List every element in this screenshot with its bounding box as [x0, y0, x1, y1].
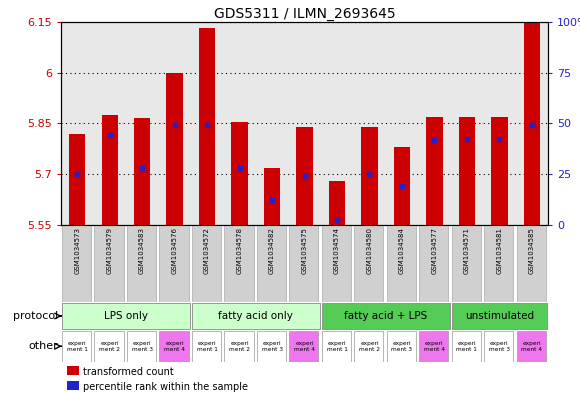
- Text: experi
ment 4: experi ment 4: [521, 341, 542, 352]
- Text: experi
ment 4: experi ment 4: [164, 341, 185, 352]
- Text: protocol: protocol: [13, 311, 58, 321]
- Text: GSM1034585: GSM1034585: [529, 228, 535, 274]
- Text: other: other: [28, 341, 58, 351]
- Text: GSM1034576: GSM1034576: [172, 228, 177, 274]
- Bar: [127, 225, 156, 302]
- Bar: [524, 22, 540, 225]
- Bar: [289, 331, 318, 362]
- Text: GSM1034579: GSM1034579: [107, 228, 113, 274]
- Text: GSM1034583: GSM1034583: [139, 228, 145, 274]
- Text: experi
ment 3: experi ment 3: [262, 341, 282, 352]
- Bar: [62, 331, 91, 362]
- Bar: [160, 331, 188, 362]
- Text: transformed count: transformed count: [83, 367, 173, 376]
- Text: experi
ment 4: experi ment 4: [424, 341, 445, 352]
- Bar: [517, 225, 546, 302]
- Bar: [160, 225, 188, 302]
- Text: experi
ment 3: experi ment 3: [392, 341, 412, 352]
- Bar: [192, 225, 221, 302]
- Bar: [134, 118, 150, 225]
- Bar: [199, 28, 215, 225]
- Bar: [296, 127, 313, 225]
- Text: GSM1034580: GSM1034580: [367, 228, 372, 274]
- Text: GSM1034574: GSM1034574: [334, 228, 340, 274]
- Bar: [387, 225, 416, 302]
- Bar: [166, 72, 183, 225]
- Bar: [354, 331, 383, 362]
- Bar: [394, 147, 410, 225]
- Bar: [95, 225, 124, 302]
- Bar: [354, 225, 383, 302]
- Bar: [491, 117, 508, 225]
- Text: fatty acid + LPS: fatty acid + LPS: [344, 311, 427, 321]
- Bar: [322, 303, 450, 329]
- Text: experi
ment 2: experi ment 2: [229, 341, 250, 352]
- Bar: [62, 225, 91, 302]
- Bar: [69, 134, 85, 225]
- Bar: [452, 225, 481, 302]
- Bar: [289, 225, 318, 302]
- Bar: [264, 167, 280, 225]
- Text: fatty acid only: fatty acid only: [218, 311, 293, 321]
- Bar: [419, 225, 448, 302]
- Bar: [192, 331, 221, 362]
- Text: experi
ment 1: experi ment 1: [197, 341, 218, 352]
- Text: percentile rank within the sample: percentile rank within the sample: [83, 382, 248, 392]
- Bar: [329, 181, 345, 225]
- Bar: [452, 303, 547, 329]
- Bar: [102, 115, 118, 225]
- Bar: [459, 117, 475, 225]
- Text: unstimulated: unstimulated: [465, 311, 534, 321]
- Text: GSM1034578: GSM1034578: [237, 228, 242, 274]
- Text: GSM1034573: GSM1034573: [74, 228, 80, 274]
- Bar: [484, 331, 513, 362]
- Bar: [95, 331, 124, 362]
- Bar: [322, 225, 351, 302]
- Text: experi
ment 1: experi ment 1: [327, 341, 347, 352]
- Bar: [224, 225, 253, 302]
- Bar: [224, 331, 253, 362]
- Text: experi
ment 3: experi ment 3: [489, 341, 510, 352]
- Text: GSM1034572: GSM1034572: [204, 228, 210, 274]
- Text: GSM1034581: GSM1034581: [496, 228, 502, 274]
- Text: GSM1034584: GSM1034584: [399, 228, 405, 274]
- Text: experi
ment 2: experi ment 2: [359, 341, 380, 352]
- Text: GSM1034571: GSM1034571: [464, 228, 470, 274]
- Bar: [452, 331, 481, 362]
- Bar: [322, 331, 351, 362]
- Text: GSM1034577: GSM1034577: [432, 228, 437, 274]
- Bar: [387, 331, 416, 362]
- Bar: [361, 127, 378, 225]
- Text: experi
ment 3: experi ment 3: [132, 341, 153, 352]
- Bar: [62, 303, 190, 329]
- Bar: [127, 331, 156, 362]
- Title: GDS5311 / ILMN_2693645: GDS5311 / ILMN_2693645: [213, 7, 396, 20]
- Bar: [231, 122, 248, 225]
- Bar: [257, 225, 286, 302]
- Text: GSM1034575: GSM1034575: [302, 228, 307, 274]
- Bar: [426, 117, 443, 225]
- Text: experi
ment 2: experi ment 2: [99, 341, 120, 352]
- Text: experi
ment 1: experi ment 1: [67, 341, 88, 352]
- Bar: [419, 331, 448, 362]
- Bar: [192, 303, 320, 329]
- Bar: [257, 331, 286, 362]
- Text: GSM1034582: GSM1034582: [269, 228, 275, 274]
- Bar: [484, 225, 513, 302]
- Text: experi
ment 4: experi ment 4: [294, 341, 315, 352]
- Text: experi
ment 1: experi ment 1: [456, 341, 477, 352]
- Bar: [517, 331, 546, 362]
- Text: LPS only: LPS only: [104, 311, 148, 321]
